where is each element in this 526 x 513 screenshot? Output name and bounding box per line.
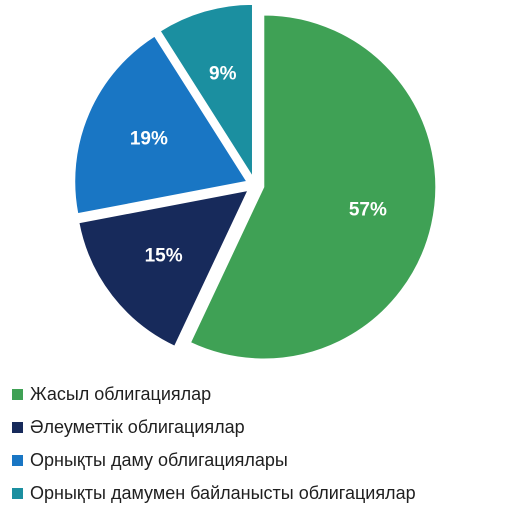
pie-chart-svg: 57% 15% 19% 9% xyxy=(74,3,437,360)
pie-data-label-3: 19% xyxy=(130,129,168,150)
legend-swatch-2 xyxy=(12,422,23,433)
legend-label-3: Орнықты даму облигациялары xyxy=(30,450,288,470)
pie-slice-3 xyxy=(74,35,248,215)
legend-label-4: Орнықты дамумен байланысты облигациялар xyxy=(30,483,416,503)
pie-slice-2 xyxy=(78,189,249,347)
legend-item-1: Жасыл облигациялар xyxy=(12,378,524,411)
legend-swatch-3 xyxy=(12,455,23,466)
chart-legend: Жасыл облигациялар Әлеуметтік облигацияла… xyxy=(12,378,524,510)
legend-label-2: Әлеуметтік облигациялар xyxy=(30,417,245,437)
pie-data-label-2: 15% xyxy=(145,245,183,266)
pie-slice-1 xyxy=(189,14,437,360)
pie-slice-4 xyxy=(159,3,253,179)
legend-label-1: Жасыл облигациялар xyxy=(30,384,212,404)
legend-swatch-4 xyxy=(12,488,23,499)
legend-swatch-1 xyxy=(12,389,23,400)
pie-data-label-1: 57% xyxy=(349,200,387,221)
legend-item-2: Әлеуметтік облигациялар xyxy=(12,411,524,444)
legend-item-4: Орнықты дамумен байланысты облигациялар xyxy=(12,477,524,510)
pie-chart: 57% 15% 19% 9% xyxy=(74,3,437,360)
legend-item-3: Орнықты даму облигациялары xyxy=(12,444,524,477)
pie-data-label-4: 9% xyxy=(209,63,237,84)
